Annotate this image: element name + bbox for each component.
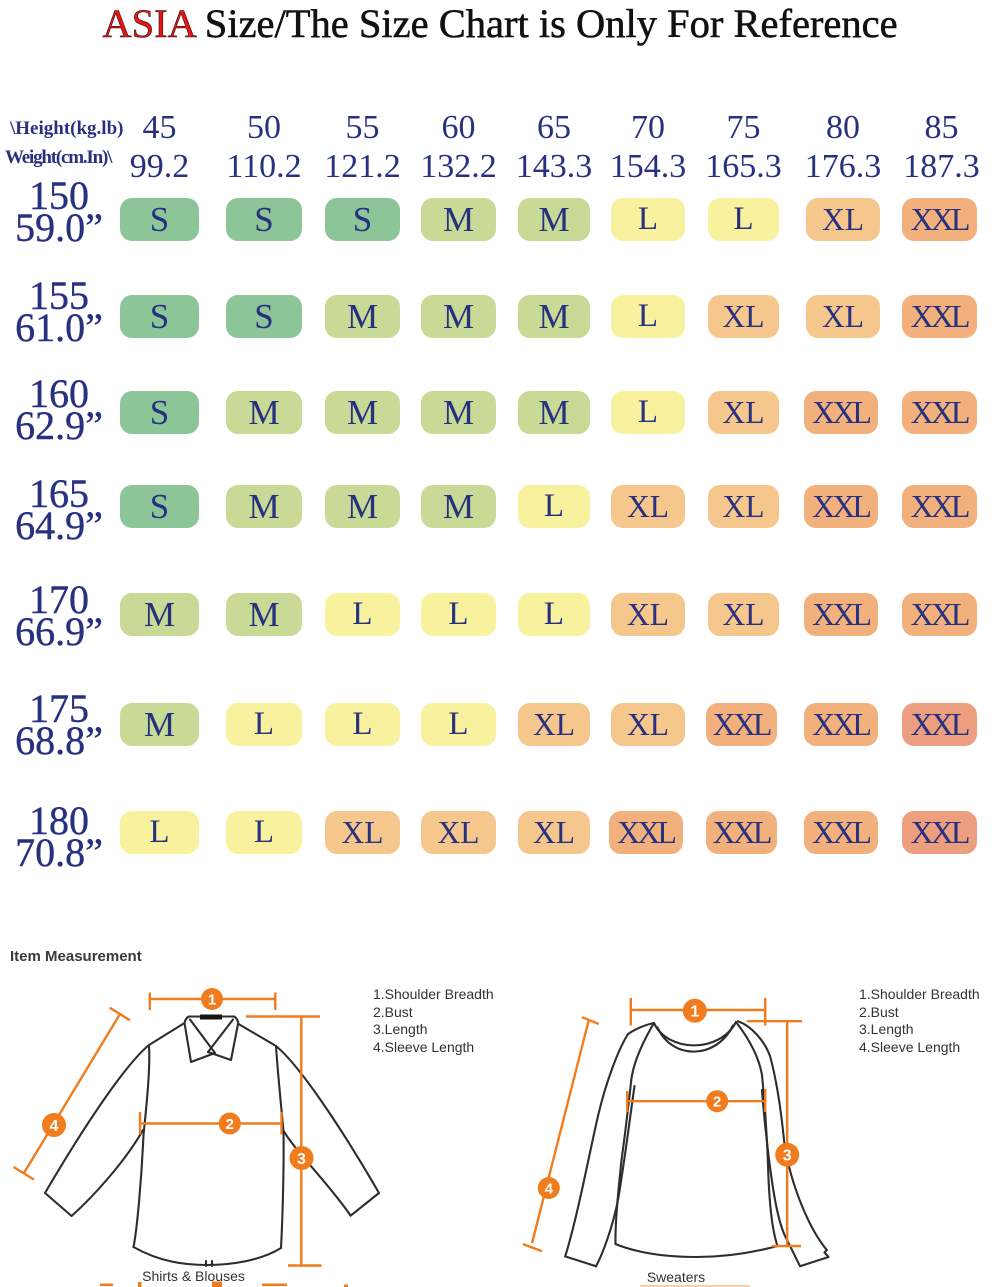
- svg-text:1: 1: [690, 1004, 699, 1021]
- svg-text:3: 3: [297, 1151, 306, 1168]
- svg-text:2: 2: [713, 1094, 721, 1111]
- svg-text:2: 2: [226, 1116, 234, 1133]
- svg-text:1: 1: [208, 991, 216, 1008]
- svg-text:4: 4: [545, 1180, 554, 1197]
- svg-text:4: 4: [50, 1118, 59, 1135]
- svg-text:3: 3: [783, 1148, 792, 1165]
